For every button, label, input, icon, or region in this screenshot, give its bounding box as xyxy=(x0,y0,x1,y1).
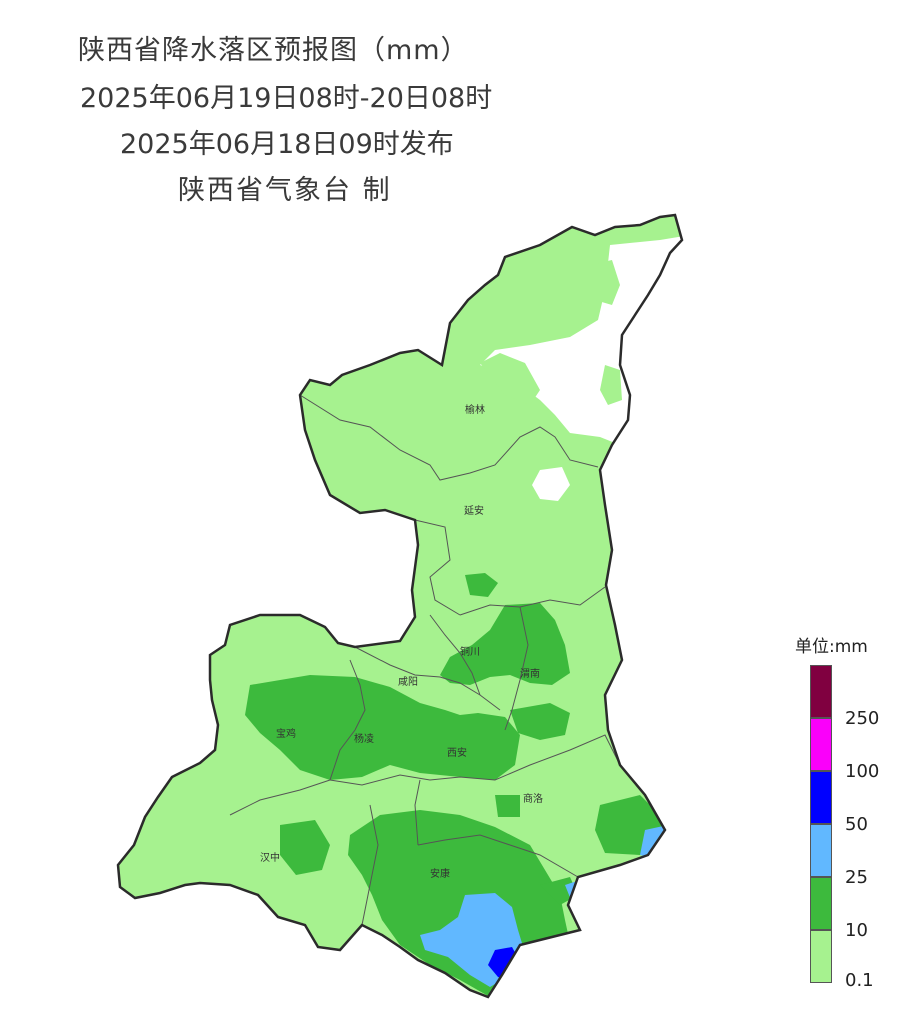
precipitation-legend: 单位:mm 250 100 50 25 10 0.1 xyxy=(795,628,895,1008)
legend-label-50: 50 xyxy=(845,814,868,835)
legend-swatch-10 xyxy=(810,877,832,930)
moderate-rain-area xyxy=(510,703,570,740)
moderate-rain-area xyxy=(440,603,570,685)
city-label-shangluo: 商洛 xyxy=(523,792,543,805)
city-label-weinan: 渭南 xyxy=(520,667,540,680)
province-boundary xyxy=(116,213,684,999)
legend-swatch-0-1 xyxy=(810,930,832,983)
legend-label-100: 100 xyxy=(845,761,880,782)
legend-swatch-50 xyxy=(810,771,832,824)
legend-label-250: 250 xyxy=(845,708,880,729)
city-label-ankang: 安康 xyxy=(430,867,450,880)
light-rain-area xyxy=(600,365,622,405)
legend-label-0-1: 0.1 xyxy=(845,970,874,991)
map-title: 陕西省降水落区预报图（mm） xyxy=(78,35,469,66)
moderate-rain-area xyxy=(245,675,520,780)
city-label-hanzhong: 汉中 xyxy=(260,851,280,864)
moderate-rain-area xyxy=(280,820,330,875)
legend-unit-label: 单位:mm xyxy=(795,637,868,657)
city-boundaries xyxy=(229,394,621,926)
moderate-rain-area xyxy=(465,573,498,597)
precipitation-map: 榆林 延安 铜川 咸阳 渭南 宝鸡 杨凌 西安 商洛 汉中 安康 xyxy=(116,213,684,999)
city-label-baoji: 宝鸡 xyxy=(276,727,296,740)
city-label-yanan: 延安 xyxy=(464,504,484,517)
legend-swatch-100 xyxy=(810,718,832,771)
city-label-xian: 西安 xyxy=(447,746,467,759)
city-label-tongchuan: 铜川 xyxy=(460,646,480,658)
light-rain-area xyxy=(590,260,620,305)
forecast-period: 2025年06月19日08时-20日08时 xyxy=(80,83,493,114)
province-fill xyxy=(118,215,682,997)
no-rain-area xyxy=(532,467,570,501)
city-label-xianyang: 咸阳 xyxy=(398,676,418,688)
legend-swatch-250-plus xyxy=(810,665,832,718)
light-rain-area xyxy=(480,353,540,405)
issuer: 陕西省气象台 制 xyxy=(178,175,392,206)
issue-time: 2025年06月18日09时发布 xyxy=(120,129,454,160)
legend-swatch-25 xyxy=(810,824,832,877)
legend-label-10: 10 xyxy=(845,920,868,941)
legend-label-25: 25 xyxy=(845,867,868,888)
city-label-yangling: 杨凌 xyxy=(354,732,374,745)
moderate-rain-area xyxy=(495,795,520,817)
city-label-yulin: 榆林 xyxy=(465,403,485,416)
